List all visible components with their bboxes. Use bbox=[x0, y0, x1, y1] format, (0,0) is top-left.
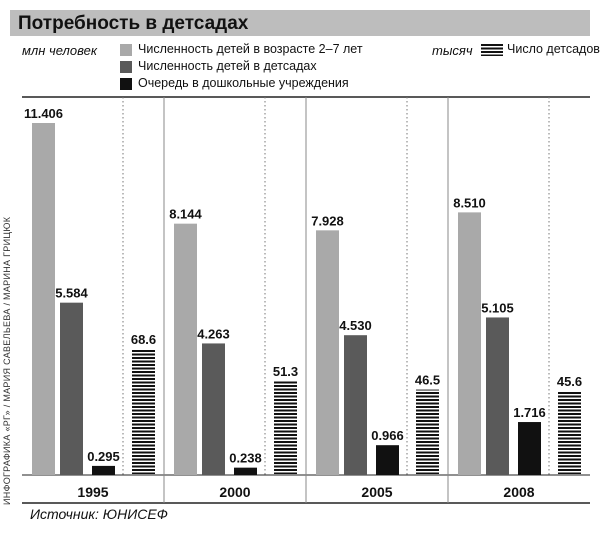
legend-swatch-kindergartens-count bbox=[481, 44, 503, 56]
bar bbox=[558, 391, 581, 475]
bar bbox=[316, 230, 339, 475]
legend-label-kindergartens-count: Число детсадов bbox=[507, 42, 600, 56]
data-label: 0.966 bbox=[371, 428, 404, 443]
source-note: Источник: ЮНИСЕФ bbox=[30, 506, 168, 522]
data-label: 51.3 bbox=[273, 364, 298, 379]
legend-label-children-in-kindergartens: Численность детей в детсадах bbox=[138, 59, 317, 73]
chart-title: Потребность в детсадах bbox=[18, 13, 249, 34]
bar bbox=[416, 389, 439, 475]
data-label: 8.144 bbox=[169, 207, 202, 222]
credit-text: ИНФОГРАФИКА «РГ» / МАРИЯ САВЕЛЬЕВА / МАР… bbox=[2, 216, 12, 505]
bar bbox=[60, 302, 83, 475]
data-label: 46.5 bbox=[415, 373, 440, 388]
legend-swatch-children-2-7 bbox=[120, 44, 132, 56]
category-label: 2005 bbox=[361, 484, 392, 500]
bar bbox=[458, 212, 481, 476]
data-label: 11.406 bbox=[24, 106, 63, 121]
bar bbox=[234, 467, 257, 475]
left-unit-label: млн человек bbox=[22, 43, 97, 58]
data-label: 45.6 bbox=[557, 374, 582, 389]
data-label: 4.530 bbox=[339, 318, 372, 333]
data-label: 7.928 bbox=[311, 213, 344, 228]
data-label: 0.238 bbox=[229, 451, 262, 466]
data-label: 5.105 bbox=[481, 300, 514, 315]
bar bbox=[132, 349, 155, 475]
category-label: 2000 bbox=[219, 484, 250, 500]
category-label: 2008 bbox=[503, 484, 534, 500]
data-label: 0.295 bbox=[87, 449, 120, 464]
bar bbox=[202, 343, 225, 475]
title-bar: Потребность в детсадах bbox=[10, 10, 590, 36]
bar bbox=[486, 317, 509, 475]
legend-label-children-2-7: Численность детей в возрасте 2–7 лет bbox=[138, 42, 363, 56]
legend-swatch-children-in-kindergartens bbox=[120, 61, 132, 73]
data-label: 68.6 bbox=[131, 332, 156, 347]
legend-swatch-queue bbox=[120, 78, 132, 90]
data-label: 1.716 bbox=[513, 405, 546, 420]
bar bbox=[376, 445, 399, 475]
data-label: 5.584 bbox=[55, 286, 88, 301]
right-unit-label: тысяч bbox=[432, 43, 473, 58]
bar bbox=[274, 380, 297, 475]
bar bbox=[32, 123, 55, 475]
bar bbox=[174, 223, 197, 475]
data-label: 4.263 bbox=[197, 326, 230, 341]
category-label: 1995 bbox=[77, 484, 108, 500]
bar bbox=[344, 335, 367, 475]
bar bbox=[518, 422, 541, 475]
data-label: 8.510 bbox=[453, 195, 486, 210]
legend-label-queue: Очередь в дошкольные учреждения bbox=[138, 76, 349, 90]
bar bbox=[92, 465, 115, 475]
